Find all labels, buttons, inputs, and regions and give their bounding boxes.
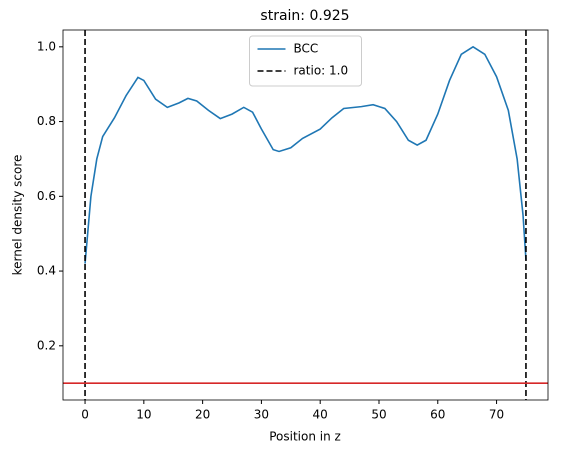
x-tick-label: 0 bbox=[81, 408, 89, 422]
x-tick-label: 30 bbox=[254, 408, 269, 422]
y-tick-label: 0.6 bbox=[37, 189, 56, 203]
chart-title: strain: 0.925 bbox=[260, 8, 349, 24]
x-tick-label: 10 bbox=[136, 408, 151, 422]
legend-label: ratio: 1.0 bbox=[294, 64, 349, 78]
x-tick-label: 20 bbox=[195, 408, 210, 422]
y-tick-label: 1.0 bbox=[37, 39, 56, 53]
data-line bbox=[84, 45, 527, 264]
y-tick-label: 0.8 bbox=[37, 114, 56, 128]
x-axis-label: Position in z bbox=[269, 430, 341, 444]
y-tick-label: 0.4 bbox=[37, 264, 56, 278]
x-tick-label: 40 bbox=[313, 408, 328, 422]
legend-label: BCC bbox=[294, 42, 319, 56]
x-tick-label: 60 bbox=[430, 408, 445, 422]
x-tick-label: 70 bbox=[489, 408, 504, 422]
x-tick-label: 50 bbox=[371, 408, 386, 422]
y-axis-label: kernel density score bbox=[11, 155, 25, 276]
plot-frame bbox=[62, 29, 549, 401]
y-tick-label: 0.2 bbox=[37, 338, 56, 352]
